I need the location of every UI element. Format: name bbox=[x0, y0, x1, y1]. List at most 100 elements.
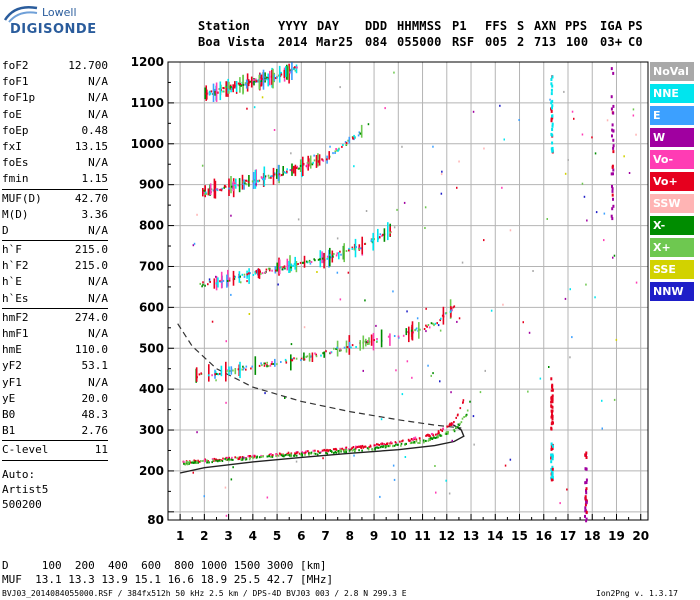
echo-point bbox=[435, 433, 437, 436]
echo-point bbox=[324, 449, 326, 452]
interference-point bbox=[551, 444, 554, 448]
echo-point bbox=[351, 247, 354, 250]
echo-point bbox=[445, 312, 448, 314]
echo-point bbox=[214, 180, 217, 199]
param-row: hmF2 274.0 bbox=[2, 310, 108, 326]
echo-point bbox=[361, 449, 363, 452]
header-value-8: 713 bbox=[534, 35, 557, 49]
noise-point bbox=[192, 471, 194, 474]
echo-point bbox=[302, 156, 304, 176]
header-value-9: 100 bbox=[566, 35, 589, 49]
echo-point bbox=[429, 438, 431, 441]
interference-point bbox=[552, 421, 554, 425]
echo-point bbox=[251, 180, 254, 183]
echo-point bbox=[245, 183, 248, 186]
echo-point bbox=[293, 357, 295, 360]
echo-point bbox=[204, 87, 206, 100]
interference-point bbox=[584, 497, 587, 501]
echo-point bbox=[458, 424, 461, 427]
echo-point bbox=[305, 260, 308, 263]
echo-point bbox=[367, 340, 369, 343]
interference-point bbox=[585, 501, 588, 505]
echo-point bbox=[231, 87, 233, 90]
interference-point bbox=[551, 473, 554, 477]
noise-point bbox=[450, 391, 452, 394]
echo-point bbox=[336, 149, 338, 152]
echo-point bbox=[432, 434, 435, 437]
echo-point bbox=[425, 324, 427, 327]
echo-point bbox=[276, 168, 278, 179]
y-tick-label: 500 bbox=[139, 341, 164, 355]
echo-point bbox=[243, 180, 245, 183]
echo-point bbox=[465, 415, 467, 418]
noise-point bbox=[295, 460, 298, 463]
echo-point bbox=[238, 457, 240, 460]
echo-point bbox=[376, 443, 378, 446]
echo-point bbox=[330, 449, 332, 452]
echo-point bbox=[440, 317, 442, 320]
echo-point bbox=[246, 273, 248, 276]
echo-point bbox=[359, 132, 362, 135]
echo-point bbox=[335, 348, 337, 350]
noise-point bbox=[225, 514, 228, 517]
echo-point bbox=[438, 432, 440, 434]
interference-point bbox=[551, 467, 554, 471]
echo-point bbox=[429, 437, 432, 440]
interference-point bbox=[550, 88, 553, 92]
noise-point bbox=[322, 457, 324, 460]
echo-point bbox=[226, 280, 229, 282]
interference-point bbox=[611, 165, 614, 169]
echo-point bbox=[359, 340, 361, 351]
interference-point bbox=[584, 453, 587, 457]
echo-point bbox=[439, 319, 441, 322]
echo-point bbox=[206, 461, 209, 464]
legend-item-x-: X+ bbox=[650, 238, 694, 257]
echo-point bbox=[204, 460, 206, 463]
interference-point bbox=[584, 495, 587, 499]
interference-point bbox=[612, 71, 615, 75]
echo-point bbox=[322, 352, 324, 355]
echo-point bbox=[381, 234, 383, 237]
echo-point bbox=[372, 232, 374, 251]
echo-point bbox=[269, 364, 272, 367]
profile-dashed-line bbox=[177, 323, 462, 429]
echo-point bbox=[377, 443, 379, 446]
echo-point bbox=[212, 83, 215, 102]
param-separator bbox=[2, 188, 108, 190]
echo-point bbox=[376, 340, 378, 343]
echo-point bbox=[360, 124, 363, 138]
echo-point bbox=[223, 90, 225, 93]
echo-point bbox=[345, 446, 348, 449]
echo-point bbox=[453, 305, 456, 308]
noise-point bbox=[339, 86, 341, 89]
echo-point bbox=[373, 339, 375, 342]
echo-point bbox=[358, 131, 361, 134]
echo-point bbox=[400, 444, 402, 447]
echo-point bbox=[317, 153, 319, 167]
echo-point bbox=[303, 358, 306, 361]
echo-point bbox=[264, 271, 267, 274]
echo-point bbox=[337, 148, 340, 151]
echo-point bbox=[274, 358, 276, 367]
param-name: h`F bbox=[2, 243, 22, 257]
echo-point bbox=[243, 367, 245, 370]
param-row: hmE 110.0 bbox=[2, 342, 108, 358]
echo-point bbox=[251, 365, 253, 368]
profile-solid-line bbox=[179, 423, 465, 474]
echo-point bbox=[413, 441, 415, 444]
echo-point bbox=[374, 444, 377, 447]
noise-point bbox=[430, 374, 432, 377]
echo-point bbox=[351, 246, 354, 249]
noise-point bbox=[628, 172, 631, 174]
echo-point bbox=[282, 266, 284, 269]
echo-point bbox=[295, 64, 298, 74]
noise-point bbox=[384, 107, 386, 110]
param-row: h`E N/A bbox=[2, 274, 108, 290]
echo-point bbox=[445, 431, 448, 434]
x-tick-label: 4 bbox=[249, 529, 257, 543]
echo-point bbox=[329, 254, 332, 257]
echo-point bbox=[415, 438, 418, 441]
noise-point bbox=[528, 331, 531, 334]
echo-point bbox=[310, 261, 313, 263]
